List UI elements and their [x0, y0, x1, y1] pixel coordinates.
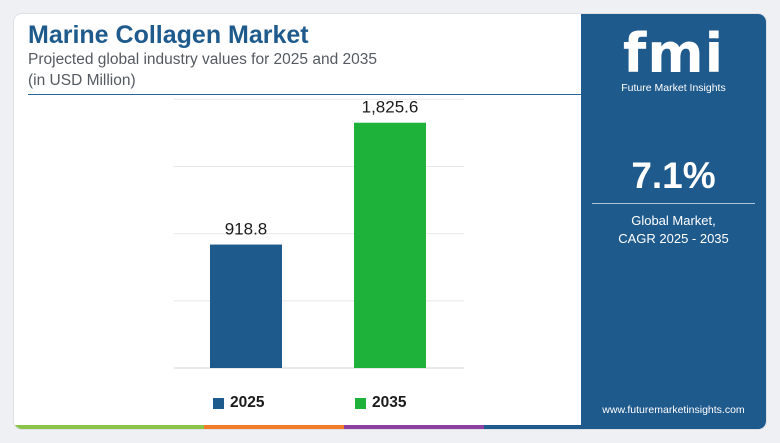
cagr-divider [592, 203, 755, 204]
legend-swatch-2025 [213, 397, 224, 409]
legend: 2025 2035 [14, 394, 584, 416]
value-label-2025: 918.8 [225, 220, 268, 239]
cagr-label-period: CAGR 2025 - 2035 [618, 231, 729, 246]
bottom-bar-segment [484, 425, 766, 429]
bar-2035 [354, 122, 426, 368]
value-label-2035: 1,825.6 [362, 98, 419, 117]
cagr-value: 7.1% [631, 155, 716, 196]
legend-label-2025: 2025 [230, 394, 265, 411]
legend-item-2025: 2025 [213, 394, 264, 412]
fmi-logo: fmi [622, 22, 725, 85]
bar-2025 [210, 244, 282, 368]
legend-item-2035: 2035 [355, 394, 406, 412]
chart-subtitle: Projected global industry values for 202… [28, 51, 377, 68]
website-url: www.futuremarketinsights.com [602, 404, 745, 416]
legend-swatch-2035 [355, 397, 366, 409]
title-divider [28, 94, 581, 95]
bar-chart: 918.8 1,825.6 [174, 98, 464, 369]
cagr-label-market: Global Market, [631, 213, 716, 228]
logo-subtitle: Future Market Insights [621, 82, 726, 94]
legend-label-2035: 2035 [372, 394, 407, 411]
unit-note: (in USD Million) [28, 72, 136, 89]
cagr-panel: fmi Future Market Insights 7.1% Global M… [581, 14, 766, 429]
bars [210, 122, 426, 368]
value-labels: 918.8 1,825.6 [225, 98, 419, 239]
bottom-color-bar [14, 425, 766, 429]
bottom-bar-segment [14, 425, 204, 429]
chart-title: Marine Collagen Market [28, 21, 309, 49]
chart-card: Marine Collagen Market Projected global … [14, 14, 766, 429]
bottom-bar-segment [204, 425, 344, 429]
bottom-bar-segment [344, 425, 484, 429]
